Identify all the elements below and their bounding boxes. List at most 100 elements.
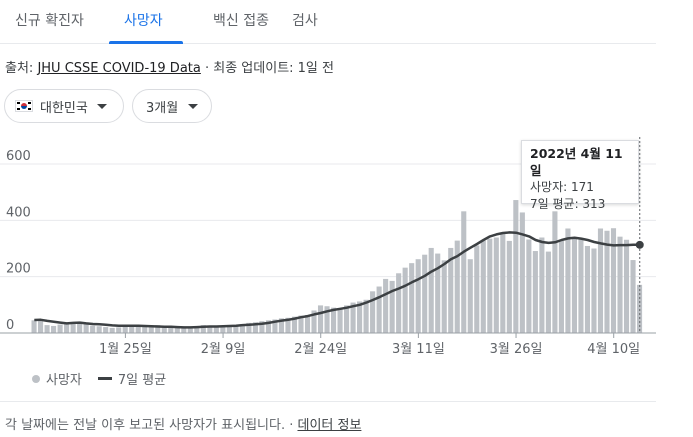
data-info-link[interactable]: 데이터 정보 (297, 418, 362, 433)
tooltip-average: 7일 평균: 313 (530, 197, 606, 211)
bar-day (298, 315, 304, 333)
bar-day (617, 236, 623, 333)
bar-day (194, 326, 200, 333)
x-tick-label: 2월 9일 (201, 342, 246, 357)
y-tick-label: 600 (6, 149, 31, 164)
bar-day (402, 267, 408, 333)
tab-deaths[interactable]: 사망자 (124, 13, 163, 29)
tab-tests[interactable]: 검사 (292, 13, 318, 29)
bar-day (370, 291, 376, 333)
chart-tooltip: 2022년 4월 11일 사망자: 171 7일 평균: 313 (521, 140, 639, 211)
footer-text: 각 날짜에는 전날 이후 보고된 사망자가 표시됩니다. · (5, 418, 298, 433)
bar-day (513, 200, 519, 333)
bar-day (77, 323, 83, 333)
tab-new-cases[interactable]: 신규 확진자 (15, 13, 84, 29)
bar-day (539, 237, 545, 333)
bar-day (38, 321, 44, 333)
bar-day (415, 259, 421, 333)
bar-day (630, 260, 636, 333)
bar-day (344, 305, 350, 333)
bar-day (187, 327, 193, 333)
legend-bars-label: 사망자 (46, 373, 82, 388)
bar-day (142, 325, 148, 333)
bar-day (220, 326, 226, 333)
bar-day (265, 320, 271, 333)
tab-bar: 신규 확진자 사망자 백신 접종 검사 (0, 0, 656, 44)
legend-line-label: 7일 평균 (117, 373, 167, 388)
tab-vaccinations[interactable]: 백신 접종 (213, 13, 269, 29)
footer-note: 각 날짜에는 전날 이후 보고된 사망자가 표시됩니다. · 데이터 정보 (5, 414, 361, 433)
bar-day (285, 317, 291, 333)
bar-day (324, 306, 330, 333)
bar-day (135, 326, 141, 333)
bar-day (259, 321, 265, 333)
bar-day (207, 325, 213, 333)
source-line: 출처: JHU CSSE COVID-19 Data · 최종 업데이트: 1일… (5, 57, 334, 76)
footer-divider (0, 401, 656, 402)
bar-day (311, 310, 317, 333)
bar-day (500, 233, 506, 333)
bar-day (506, 240, 512, 333)
bar-day (357, 301, 363, 333)
bar-day (304, 314, 311, 333)
bar-day (610, 228, 617, 333)
bar-day (565, 228, 571, 333)
country-selector[interactable]: 대한민국 (4, 89, 124, 123)
bar-day (584, 245, 591, 333)
y-tick-label: 400 (6, 205, 31, 220)
active-tab-indicator (109, 41, 183, 44)
period-selector[interactable]: 3개월 (132, 89, 212, 123)
deaths-chart: 0 200 400 600 1월 25일 2월 9일 2월 24일 3월 11일 3월 26일 4… (0, 137, 656, 357)
bar-day (246, 322, 252, 333)
bar-day (70, 322, 76, 333)
bar-day (174, 327, 180, 333)
bar-day (545, 251, 551, 333)
tooltip-date: 2022년 4월 11일 (530, 146, 623, 178)
bar-day (291, 316, 298, 333)
bar-day (389, 280, 395, 333)
bar-day (161, 326, 167, 333)
bar-day (409, 263, 415, 333)
bar-day (461, 211, 467, 333)
bar-day (31, 320, 37, 333)
bar-day (519, 212, 525, 333)
bar-day (213, 327, 219, 333)
bar-day (474, 245, 480, 333)
bar-day (122, 325, 128, 333)
bar-day (363, 299, 369, 333)
bar-day (636, 284, 643, 333)
seven-day-average-line (34, 231, 640, 329)
tooltip-deaths: 사망자: 171 (530, 180, 594, 194)
bar-day (44, 325, 50, 333)
bar-day (376, 286, 382, 333)
bar-day (487, 238, 493, 333)
bar-day (552, 211, 558, 333)
x-tick-label: 3월 11일 (392, 342, 445, 357)
bar-day (493, 237, 499, 333)
bar-day (396, 273, 402, 333)
source-link[interactable]: JHU CSSE COVID-19 Data (37, 61, 201, 76)
y-tick-label: 200 (6, 262, 31, 277)
bar-day (330, 307, 337, 333)
bar-day (467, 259, 473, 333)
bar-day (57, 324, 63, 333)
bar-day (591, 248, 597, 333)
chart-legend: 사망자 7일 평균 (32, 369, 166, 388)
bar-day (383, 278, 389, 333)
bar-day (148, 326, 154, 333)
bar-day (578, 239, 584, 333)
x-tick-label: 4월 10일 (587, 342, 640, 357)
bar-day (441, 260, 447, 333)
x-tick-label: 1월 25일 (99, 342, 152, 357)
bar-day (272, 319, 278, 333)
bar-day (422, 254, 428, 333)
period-label: 3개월 (146, 100, 179, 116)
bar-day (233, 324, 239, 333)
bar-day (90, 325, 96, 333)
bar-day (526, 239, 532, 333)
hover-point-marker (635, 240, 644, 249)
bar-day (181, 328, 187, 333)
bar-day (83, 323, 89, 333)
legend-line-swatch (97, 377, 112, 380)
bar-day (109, 327, 115, 333)
